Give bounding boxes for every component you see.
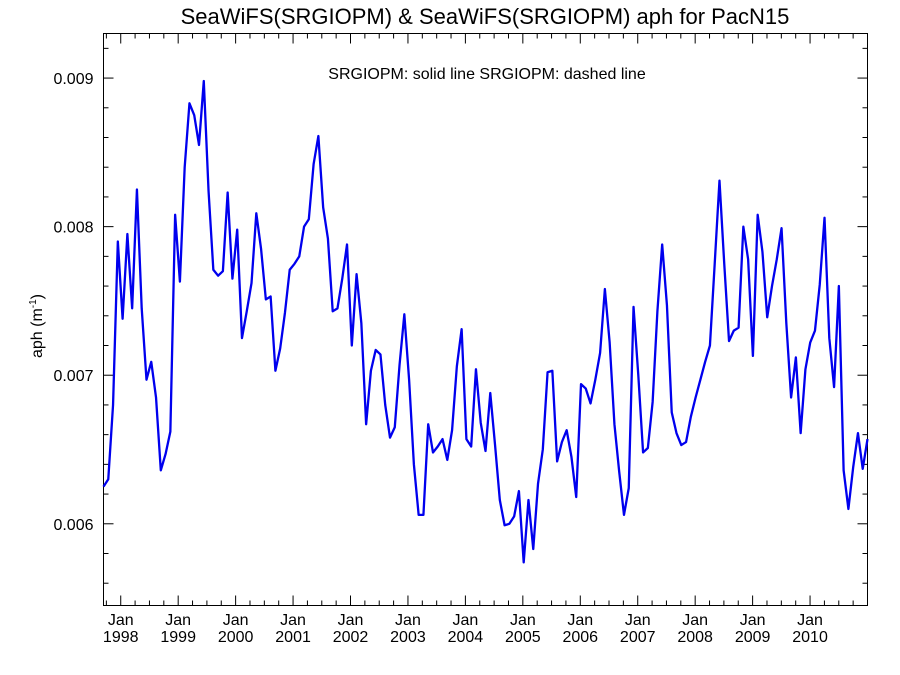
x-tick-label-year: 2006: [562, 629, 598, 646]
x-tick-label-month: Jan: [567, 612, 593, 629]
chart-title: SeaWiFS(SRGIOPM) & SeaWiFS(SRGIOPM) aph …: [181, 4, 790, 29]
x-tick-label-month: Jan: [108, 612, 134, 629]
x-tick-label-month: Jan: [338, 612, 364, 629]
x-tick-label-month: Jan: [395, 612, 421, 629]
axis-tick-labels: 0.0060.0070.0080.009Jan1998Jan1999Jan200…: [53, 71, 828, 646]
x-tick-label-year: 2000: [218, 629, 254, 646]
x-tick-label-month: Jan: [510, 612, 536, 629]
x-tick-label-year: 2010: [792, 629, 828, 646]
x-tick-label-month: Jan: [223, 612, 249, 629]
series-group: [102, 79, 869, 564]
x-tick-label-year: 1998: [103, 629, 139, 646]
y-axis-label-close: ): [29, 294, 46, 299]
y-tick-label: 0.008: [53, 220, 93, 237]
y-axis-label: aph (m-1): [28, 294, 46, 358]
chart-annotation: SRGIOPM: solid line SRGIOPM: dashed line: [328, 66, 646, 83]
x-tick-label-month: Jan: [165, 612, 191, 629]
svg-text:aph (m-1): aph (m-1): [28, 294, 46, 358]
x-tick-label-year: 2003: [390, 629, 426, 646]
y-axis-label-main: aph (m: [29, 308, 46, 358]
x-tick-label-year: 2007: [620, 629, 656, 646]
y-axis-label-superscript: -1: [28, 299, 39, 308]
y-tick-label: 0.006: [53, 517, 93, 534]
y-tick-label: 0.007: [53, 368, 93, 385]
x-tick-label-month: Jan: [280, 612, 306, 629]
x-tick-label-year: 2002: [333, 629, 369, 646]
x-tick-label-year: 2004: [448, 629, 484, 646]
x-tick-label-year: 1999: [160, 629, 196, 646]
axis-ticks: [103, 33, 868, 606]
x-tick-label-year: 2001: [275, 629, 311, 646]
x-tick-label-month: Jan: [682, 612, 708, 629]
x-tick-label-month: Jan: [740, 612, 766, 629]
x-tick-label-month: Jan: [452, 612, 478, 629]
x-tick-label-month: Jan: [797, 612, 823, 629]
plot-frame: [103, 33, 868, 606]
y-tick-label: 0.009: [53, 71, 93, 88]
series-line: [102, 79, 869, 564]
x-tick-label-year: 2009: [735, 629, 771, 646]
x-tick-label-month: Jan: [625, 612, 651, 629]
x-tick-label-year: 2005: [505, 629, 541, 646]
x-tick-label-year: 2008: [677, 629, 713, 646]
